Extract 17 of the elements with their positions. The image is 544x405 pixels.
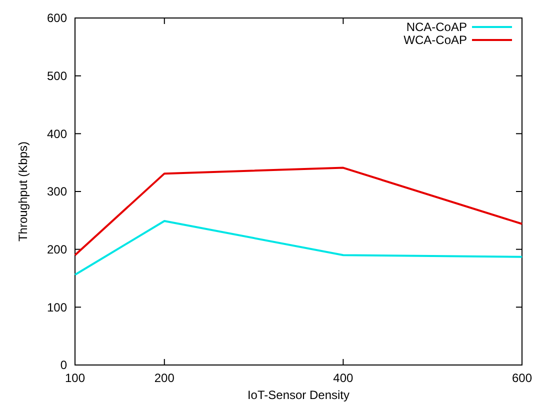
y-axis-title: Throughput (Kbps) xyxy=(16,141,30,242)
legend-label: WCA-CoAP xyxy=(404,33,467,47)
y-tick-label: 0 xyxy=(60,358,68,372)
y-tick-label: 300 xyxy=(46,184,68,199)
y-tick-label: 500 xyxy=(46,69,68,84)
line-series xyxy=(74,166,523,256)
y-tick-label: 200 xyxy=(46,242,68,257)
y-tick-label: 100 xyxy=(46,300,68,314)
line-series xyxy=(74,220,523,276)
x-tick-label: 600 xyxy=(512,371,532,385)
x-tick-label: 200 xyxy=(154,371,175,385)
x-tick-label: 400 xyxy=(333,371,354,385)
x-axis-title: IoT-Sensor Density xyxy=(247,388,350,402)
y-tick-label: 400 xyxy=(46,126,68,141)
x-tick-label: 100 xyxy=(64,371,86,385)
legend-label: NCA-CoAP xyxy=(406,20,467,34)
y-tick-label: 600 xyxy=(46,11,68,26)
